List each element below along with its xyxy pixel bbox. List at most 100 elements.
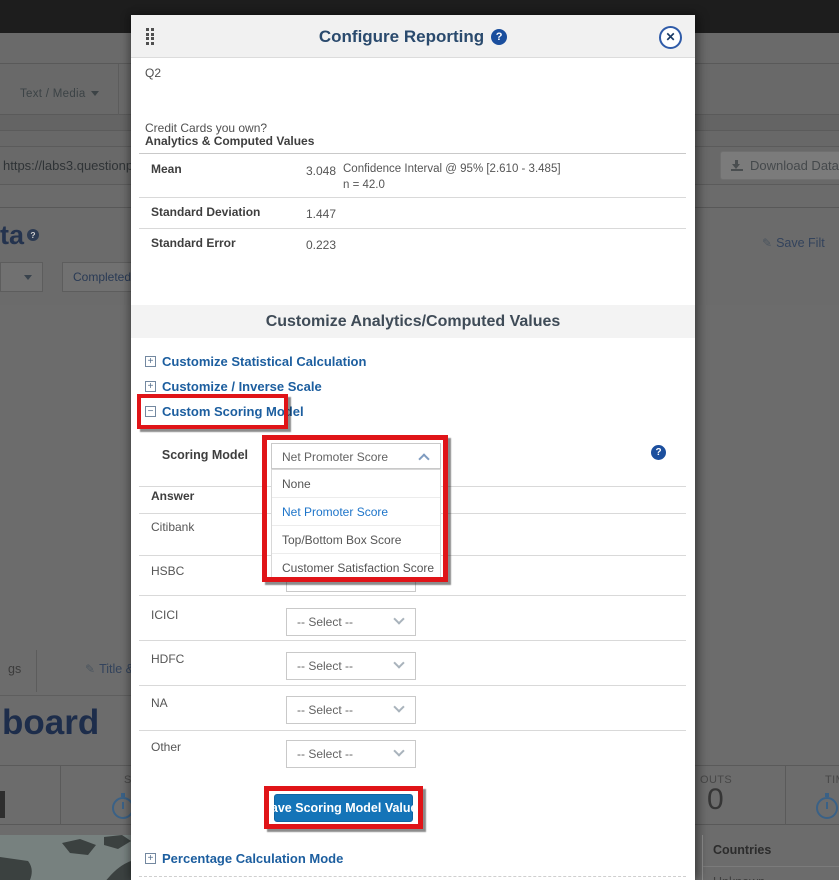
answer-select-other[interactable]: -- Select -- (286, 740, 416, 768)
section-label: Custom Scoring Model (162, 404, 304, 419)
analytics-row-note: Confidence Interval @ 95% [2.610 - 3.485… (343, 163, 561, 191)
divider (139, 640, 686, 641)
dashboard-title-fragment: board (2, 703, 100, 742)
scoring-model-value: Net Promoter Score (282, 450, 389, 464)
select-placeholder: -- Select -- (297, 659, 354, 673)
stat-label-fragment: S (124, 774, 132, 786)
section-toggle-percentage-calculation[interactable]: Percentage Calculation Mode (145, 851, 343, 866)
stat-cards-right: OUTS 0 TIM (695, 765, 839, 825)
question-code: Q2 (145, 66, 162, 80)
survey-url[interactable]: https://labs3.questionpr (3, 158, 138, 173)
collapse-minus-icon (145, 406, 156, 417)
select-placeholder: -- Select -- (297, 747, 354, 761)
help-icon[interactable]: ? (491, 28, 508, 45)
tab-underline (0, 695, 131, 696)
chevron-up-icon (418, 453, 430, 465)
tab-divider (36, 650, 37, 692)
question-text: Credit Cards you own? (145, 121, 268, 135)
analytics-row-value: 0.223 (306, 238, 337, 252)
expand-plus-icon (145, 356, 156, 367)
countries-table: Countries Unknown IN Total (702, 835, 839, 880)
download-data-button[interactable]: Download Data (720, 151, 839, 180)
answer-column-header: Answer (151, 489, 195, 503)
analytics-row-label: Mean (151, 162, 182, 176)
stat-divider (785, 766, 786, 825)
time-label-fragment: TIM (825, 774, 839, 786)
pencil-icon: ✎ (762, 236, 773, 250)
status-filter-value: Completed (73, 270, 132, 284)
option-customer-satisfaction-score[interactable]: Customer Satisfaction Score (282, 561, 435, 575)
chevron-down-icon (393, 657, 405, 669)
drag-handle-icon[interactable] (146, 28, 155, 46)
section-toggle-custom-scoring-model[interactable]: Custom Scoring Model (145, 404, 304, 419)
answer-select-icici[interactable]: -- Select -- (286, 608, 416, 636)
divider (139, 730, 686, 731)
answer-label: NA (151, 696, 168, 710)
dropouts-value: 0 (707, 783, 724, 816)
section-label: Percentage Calculation Mode (162, 851, 344, 866)
filter-dropdown[interactable] (0, 262, 43, 292)
analytics-heading: Analytics & Computed Values (145, 134, 315, 148)
stat-value-fragment (0, 791, 5, 818)
data-page-title: ta? (0, 220, 40, 251)
dropouts-label-fragment: OUTS (700, 774, 733, 786)
help-icon[interactable]: ? (27, 229, 40, 241)
scoring-model-label: Scoring Model (161, 448, 248, 462)
download-icon (731, 160, 743, 171)
chevron-down-icon (393, 701, 405, 713)
section-label: Customize / Inverse Scale (162, 379, 322, 394)
option-top-bottom-box-score[interactable]: Top/Bottom Box Score (272, 526, 440, 554)
modal-header: Configure Reporting ? ✕ (131, 15, 695, 58)
scoring-model-option-list: None Net Promoter Score Top/Bottom Box S… (271, 469, 441, 581)
analytics-row-value: 1.447 (306, 207, 337, 221)
divider (139, 153, 686, 154)
section-label: Customize Statistical Calculation (162, 354, 367, 369)
answer-label: HDFC (151, 652, 185, 666)
expand-plus-icon (145, 853, 156, 864)
divider (139, 595, 686, 596)
select-placeholder: -- Select -- (297, 615, 354, 629)
answer-label: HSBC (151, 564, 185, 578)
caret-down-icon (90, 91, 99, 97)
text-media-label: Text / Media (20, 88, 86, 100)
caret-down-icon (24, 275, 32, 280)
answer-label: ICICI (151, 608, 179, 622)
answer-select-na[interactable]: -- Select -- (286, 696, 416, 724)
option-net-promoter-score[interactable]: Net Promoter Score (272, 498, 440, 526)
text-media-menu[interactable]: Text / Media (20, 88, 99, 100)
option-none[interactable]: None (272, 470, 440, 498)
save-filter-link[interactable]: ✎ Save Filt (762, 236, 825, 250)
save-scoring-model-button[interactable]: Save Scoring Model Values (263, 794, 424, 822)
customize-heading: Customize Analytics/Computed Values (265, 312, 561, 330)
download-label: Download Data (750, 158, 839, 173)
configure-reporting-modal: Configure Reporting ? ✕ Q2 Credit Cards … (131, 15, 695, 880)
help-icon[interactable]: ? (651, 445, 666, 460)
analytics-row-label: Standard Deviation (151, 205, 261, 219)
section-toggle-inverse-scale[interactable]: Customize / Inverse Scale (145, 379, 322, 394)
analytics-row-label: Standard Error (151, 236, 236, 250)
divider (139, 197, 686, 198)
stopwatch-icon (816, 793, 839, 819)
settings-tab-fragment[interactable]: gs (8, 662, 22, 676)
customize-section-bar: Customize Analytics/Computed Values (131, 305, 695, 338)
divider (139, 228, 686, 229)
table-row[interactable]: Unknown (703, 867, 839, 880)
pencil-icon: ✎ (85, 662, 96, 676)
chevron-down-icon (393, 613, 405, 625)
modal-title: Configure Reporting (318, 26, 485, 46)
close-icon[interactable]: ✕ (659, 26, 682, 49)
select-placeholder: -- Select -- (297, 703, 354, 717)
countries-header: Countries (703, 835, 839, 867)
stat-divider (60, 766, 61, 825)
answer-label: Citibank (151, 520, 195, 534)
divider (139, 685, 686, 686)
scoring-model-select[interactable]: Net Promoter Score (271, 443, 441, 469)
toolbar-divider (118, 64, 119, 115)
section-toggle-statistical-calculation[interactable]: Customize Statistical Calculation (145, 354, 366, 369)
expand-plus-icon (145, 381, 156, 392)
world-map (0, 835, 131, 880)
answer-select-hdfc[interactable]: -- Select -- (286, 652, 416, 680)
resize-dashed-line (139, 876, 686, 877)
analytics-row-value: 3.048 (306, 164, 337, 178)
